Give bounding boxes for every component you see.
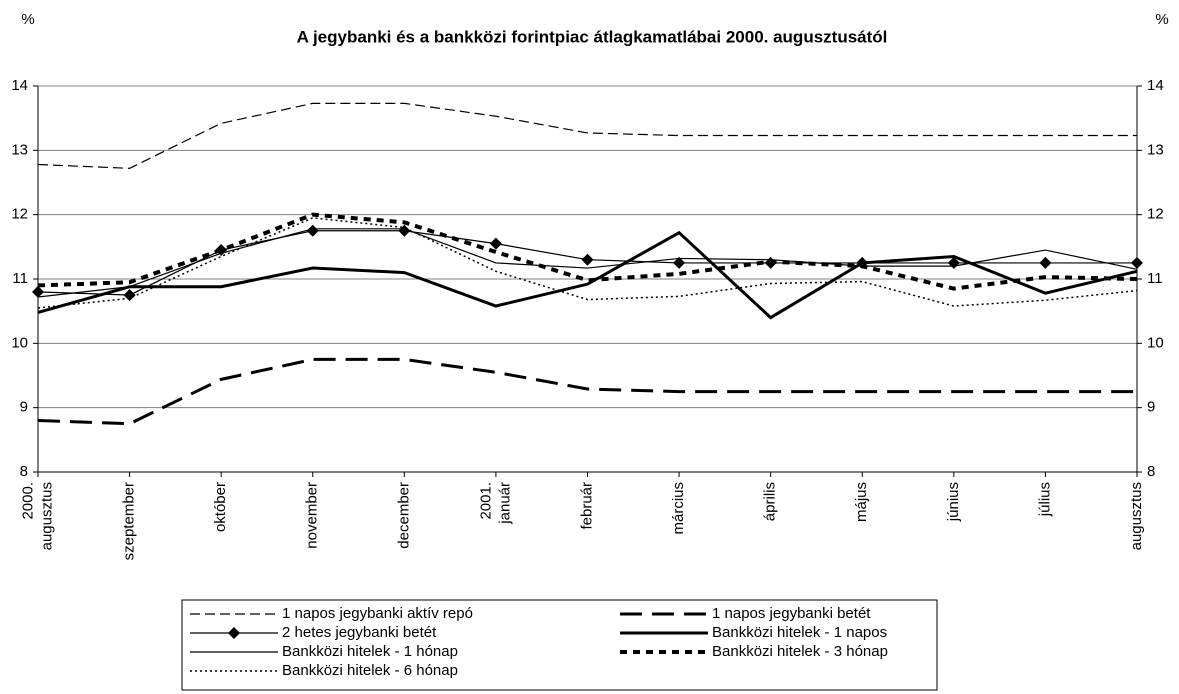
x-tick-label: április — [762, 482, 779, 521]
x-tick-label: május — [853, 482, 870, 522]
y2-axis-label: % — [1155, 11, 1168, 28]
series-line — [37, 357, 1137, 426]
series-marker — [581, 253, 594, 266]
x-tick-label: szeptember — [121, 482, 138, 560]
series-marker — [489, 237, 502, 250]
series-line — [37, 228, 1138, 298]
x-tick-label: február — [578, 482, 595, 530]
y2-tick-label: 10 — [1147, 334, 1164, 351]
series-marker — [306, 224, 319, 237]
series-marker — [123, 289, 136, 302]
x-tick-label: március — [670, 482, 687, 535]
series-line — [37, 102, 1137, 169]
legend-label: Bankközi hitelek - 1 hónap — [282, 643, 458, 660]
legend-label: 1 napos jegybanki aktív repó — [282, 605, 473, 622]
x-tick-label: augusztus — [1128, 482, 1145, 550]
x-tick-label: január — [496, 482, 513, 525]
legend-label: 2 hetes jegybanki betét — [282, 624, 437, 641]
y2-tick-label: 13 — [1147, 141, 1164, 158]
y-tick-label: 11 — [12, 270, 28, 287]
y-tick-label: 9 — [20, 399, 28, 416]
x-tick-label: 2000. — [19, 482, 36, 520]
legend-label: Bankközi hitelek - 3 hónap — [712, 643, 888, 660]
y-tick-label: 14 — [11, 77, 28, 94]
series-line — [37, 217, 1138, 309]
legend-box — [181, 599, 938, 691]
y-tick-label: 8 — [20, 463, 28, 480]
y-axis-label: % — [21, 11, 34, 28]
y2-tick-label: 12 — [1147, 206, 1164, 223]
legend-label: Bankközi hitelek - 6 hónap — [282, 662, 458, 679]
series-line — [37, 212, 1138, 291]
y2-tick-label: 9 — [1147, 399, 1155, 416]
series-marker — [32, 285, 44, 298]
legend-label: Bankközi hitelek - 1 napos — [712, 624, 887, 641]
x-tick-label: június — [945, 482, 962, 522]
legend-marker — [228, 627, 240, 639]
series-marker — [1131, 256, 1143, 269]
series-marker — [673, 256, 686, 269]
x-tick-label: július — [1036, 482, 1053, 517]
y-tick-label: 10 — [11, 334, 28, 351]
x-tick-label: augusztus — [38, 482, 55, 550]
y-tick-label: 13 — [11, 141, 28, 158]
x-tick-label: október — [212, 482, 229, 532]
series-line — [37, 230, 1138, 320]
series-marker — [1039, 256, 1052, 269]
y-tick-label: 12 — [11, 206, 28, 223]
y2-tick-label: 11 — [1147, 270, 1163, 287]
x-tick-label: november — [304, 482, 321, 549]
legend-label: 1 napos jegybanki betét — [712, 605, 871, 622]
y2-tick-label: 14 — [1147, 77, 1164, 94]
x-tick-label: december — [395, 482, 412, 549]
x-tick-label: 2001. — [477, 482, 494, 520]
chart-title: A jegybanki és a bankközi forintpiac átl… — [297, 27, 888, 46]
y2-tick-label: 8 — [1147, 463, 1155, 480]
